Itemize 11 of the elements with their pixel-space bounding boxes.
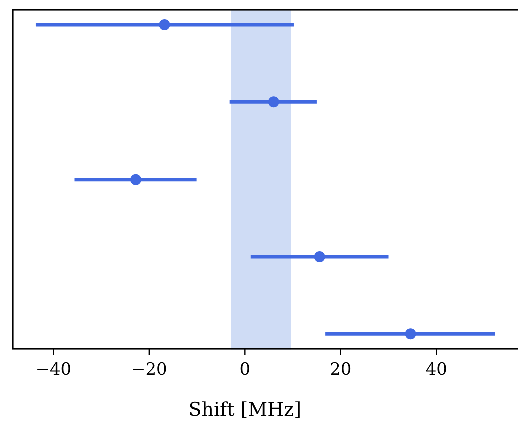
x-tick-label: −40	[36, 360, 72, 380]
x-tick-label: 0	[240, 360, 251, 380]
x-tick-label: 40	[426, 360, 448, 380]
point	[268, 96, 280, 108]
x-tick-label: −20	[131, 360, 168, 380]
point	[314, 251, 326, 262]
point	[405, 328, 416, 340]
x-tick-label: 20	[330, 360, 352, 380]
point	[130, 174, 142, 186]
point	[159, 20, 170, 30]
x-axis-title: Shift [MHz]	[188, 399, 302, 421]
